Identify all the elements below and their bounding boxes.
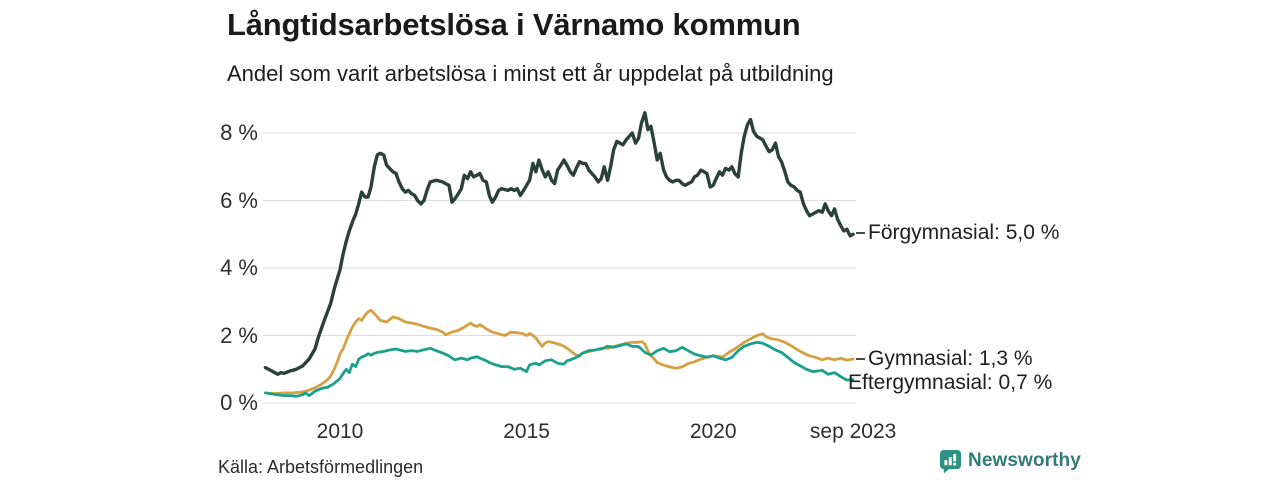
label-connector-dash <box>856 232 865 235</box>
x-tick-label: 2010 <box>316 420 364 443</box>
chart-subtitle: Andel som varit arbetslösa i minst ett å… <box>227 61 834 86</box>
series-label-förgymnasial: Förgymnasial: 5,0 % <box>856 221 1059 245</box>
series-label-eftergymnasial: Eftergymnasial: 0,7 % <box>848 371 1052 395</box>
chart-title: Långtidsarbetslösa i Värnamo kommun <box>227 7 801 42</box>
branding: Newsworthy <box>939 449 1081 473</box>
newsworthy-logo-icon <box>939 449 962 473</box>
source-note: Källa: Arbetsförmedlingen <box>218 457 424 477</box>
label-connector-dash <box>856 358 865 361</box>
series-label-text: Gymnasial: 1,3 % <box>868 347 1033 371</box>
series-line-gymnasial <box>263 308 855 396</box>
y-tick-label: 4 % <box>220 255 258 280</box>
y-tick-label: 8 % <box>220 120 258 145</box>
y-tick-label: 0 % <box>220 390 258 415</box>
x-tick-label: sep 2023 <box>809 420 897 443</box>
branding-name: Newsworthy <box>968 450 1081 471</box>
series-line-förgymnasial <box>263 111 855 376</box>
x-tick-label: 2020 <box>689 420 737 443</box>
series-label-text: Förgymnasial: 5,0 % <box>868 221 1060 245</box>
y-tick-label: 2 % <box>220 322 258 348</box>
series-label-gymnasial: Gymnasial: 1,3 % <box>856 347 1033 371</box>
x-tick-label: 2015 <box>503 420 550 443</box>
series-line-eftergymnasial <box>263 340 855 398</box>
y-tick-label: 6 % <box>220 187 258 213</box>
series-label-text: Eftergymnasial: 0,7 % <box>848 371 1053 395</box>
